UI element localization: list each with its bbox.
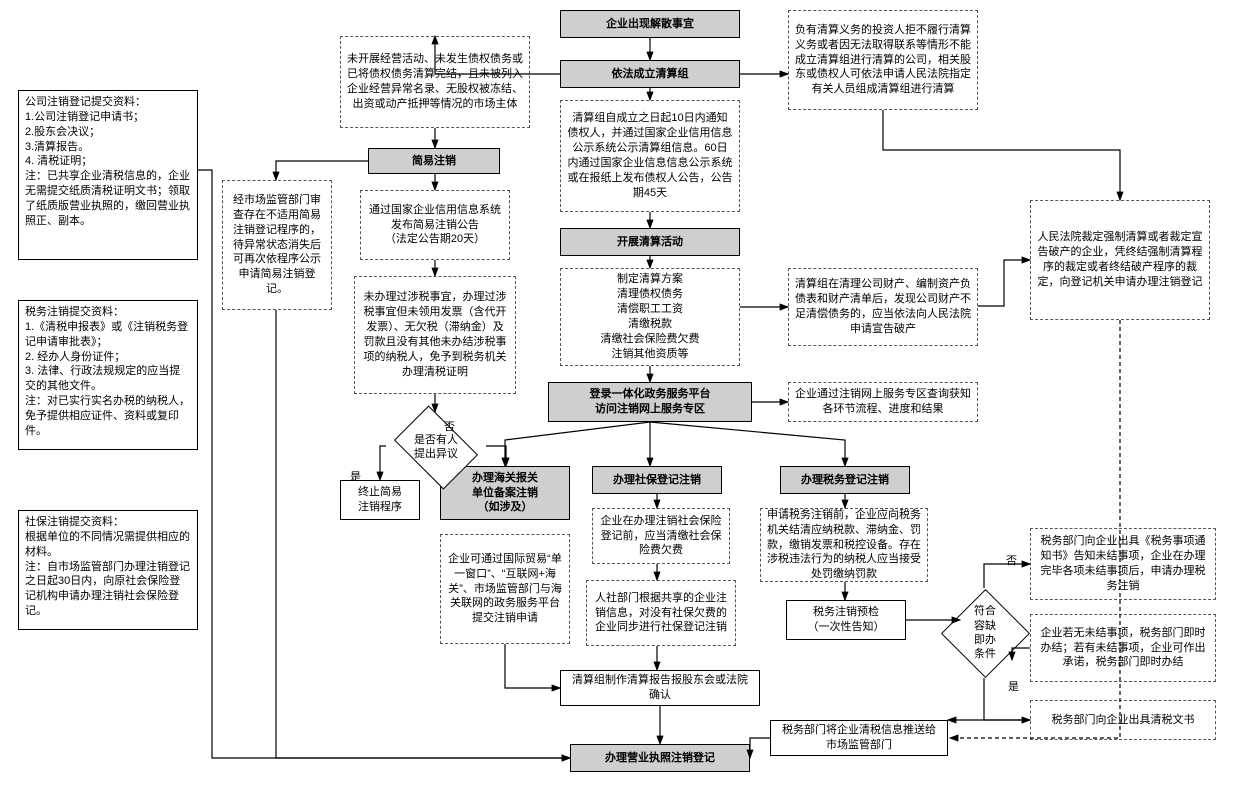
node-n_law: 依法成立清算组 bbox=[560, 60, 740, 88]
node-n_taxfree: 未办理过涉税事宜，办理过涉税事宜但未领用发票（含代开发票）、无欠税（滞纳金）及罚… bbox=[354, 276, 516, 394]
node-n_plan: 制定清算方案 清理债权债务 清偿职工工资 清缴税款 清缴社会保险费欠费 注销其他… bbox=[560, 268, 740, 366]
node-n_court: 人民法院裁定强制清算或者裁定宣告破产的企业，凭终结强制清算程序的裁定或者终结破产… bbox=[1030, 200, 1210, 320]
decision-d_obj: 是否有人 提出异议 bbox=[386, 412, 486, 482]
node-n_inv: 负有清算义务的投资人拒不履行清算义务或者因无法取得联系等情形不能成立清算组进行清… bbox=[788, 10, 978, 110]
label-l_yes2: 是 bbox=[1008, 678, 1019, 694]
node-n_nostart: 未开展经营活动、未发生债权债务或已将债权债务清算完结，且未被列入企业经营异常名录… bbox=[340, 36, 530, 128]
node-n_license: 办理营业执照注销登记 bbox=[570, 744, 750, 772]
node-n_precheck: 税务注销预检 （一次性告知） bbox=[786, 600, 906, 640]
info-box-lb3: 社保注销提交资料： 根据单位的不同情况需提供相应的材料。 注：自市场监管部门办理… bbox=[18, 510, 198, 630]
node-n_taxout1: 税务部门向企业出具《税务事项通知书》告知未结事项，企业在办理完毕各项未结事项后，… bbox=[1030, 528, 1216, 600]
node-n_login: 登录一体化政务服务平台 访问注销网上服务专区 bbox=[548, 382, 752, 422]
node-n_top: 企业出现解散事宜 bbox=[560, 10, 740, 38]
node-n_push: 税务部门将企业清税信息推送给市场监管部门 bbox=[770, 720, 948, 756]
node-n_socpay: 企业在办理注销社会保险登记前，应当清缴社会保险费欠费 bbox=[592, 508, 730, 564]
label-l_no2: 否 bbox=[1006, 552, 1017, 568]
node-n_pub20: 通过国家企业信用信息系统发布简易注销公告 （法定公告期20天） bbox=[360, 190, 510, 260]
node-n_taxpre: 申请税务注销前，企业应向税务机关结清应纳税款、滞纳金、罚款，缴销发票和税控设备。… bbox=[760, 508, 928, 582]
node-n_query: 企业通过注销网上服务专区查询获知各环节流程、进度和结果 bbox=[788, 382, 978, 422]
node-n_soc: 办理社保登记注销 bbox=[592, 466, 722, 494]
node-n_review: 经市场监管部门审查存在不适用简易注销登记程序的，待异常状态消失后可再次依程序公示… bbox=[222, 180, 332, 310]
info-box-lb1: 公司注销登记提交资料： 1.公司注销登记申请书； 2.股东会决议； 3.清算报告… bbox=[18, 90, 198, 260]
decision-d_cond: 符合 容缺 即办 条件 bbox=[940, 588, 1030, 678]
node-n_hr: 人社部门根据共享的企业注销信息，对没有社保欠费的企业同步进行社保登记注销 bbox=[586, 580, 736, 646]
node-n_taxout3: 税务部门向企业出具清税文书 bbox=[1030, 700, 1216, 740]
node-n_report: 清算组制作清算报告报股东会或法院确认 bbox=[560, 670, 760, 706]
info-box-lb2: 税务注销提交资料： 1.《清税申报表》或《注销税务登记申请审批表》； 2. 经办… bbox=[18, 300, 198, 450]
label-l_no: 否 bbox=[444, 418, 455, 434]
node-n_simple: 简易注销 bbox=[368, 148, 500, 174]
label-l_yes: 是 bbox=[350, 468, 361, 484]
node-n_intl: 企业可通过国际贸易“单一窗口”、“互联网+海关”、市场监管部门与海关联网的政务服… bbox=[440, 534, 570, 644]
node-n_taxout2: 企业若无未结事项，税务部门即时办结；若有未结事项，企业可作出承诺，税务部门即时办… bbox=[1030, 614, 1216, 682]
node-n_tax: 办理税务登记注销 bbox=[780, 466, 910, 494]
node-n_asset: 清算组在清理公司财产、编制资产负债表和财产清单后，发现公司财产不足清偿债务的，应… bbox=[788, 268, 978, 346]
node-n_term: 终止简易 注销程序 bbox=[340, 480, 420, 520]
node-n_liq: 开展清算活动 bbox=[560, 228, 740, 256]
node-n_cred: 清算组自成立之日起10日内通知债权人，并通过国家企业信用信息公示系统公示清算组信… bbox=[560, 100, 740, 212]
